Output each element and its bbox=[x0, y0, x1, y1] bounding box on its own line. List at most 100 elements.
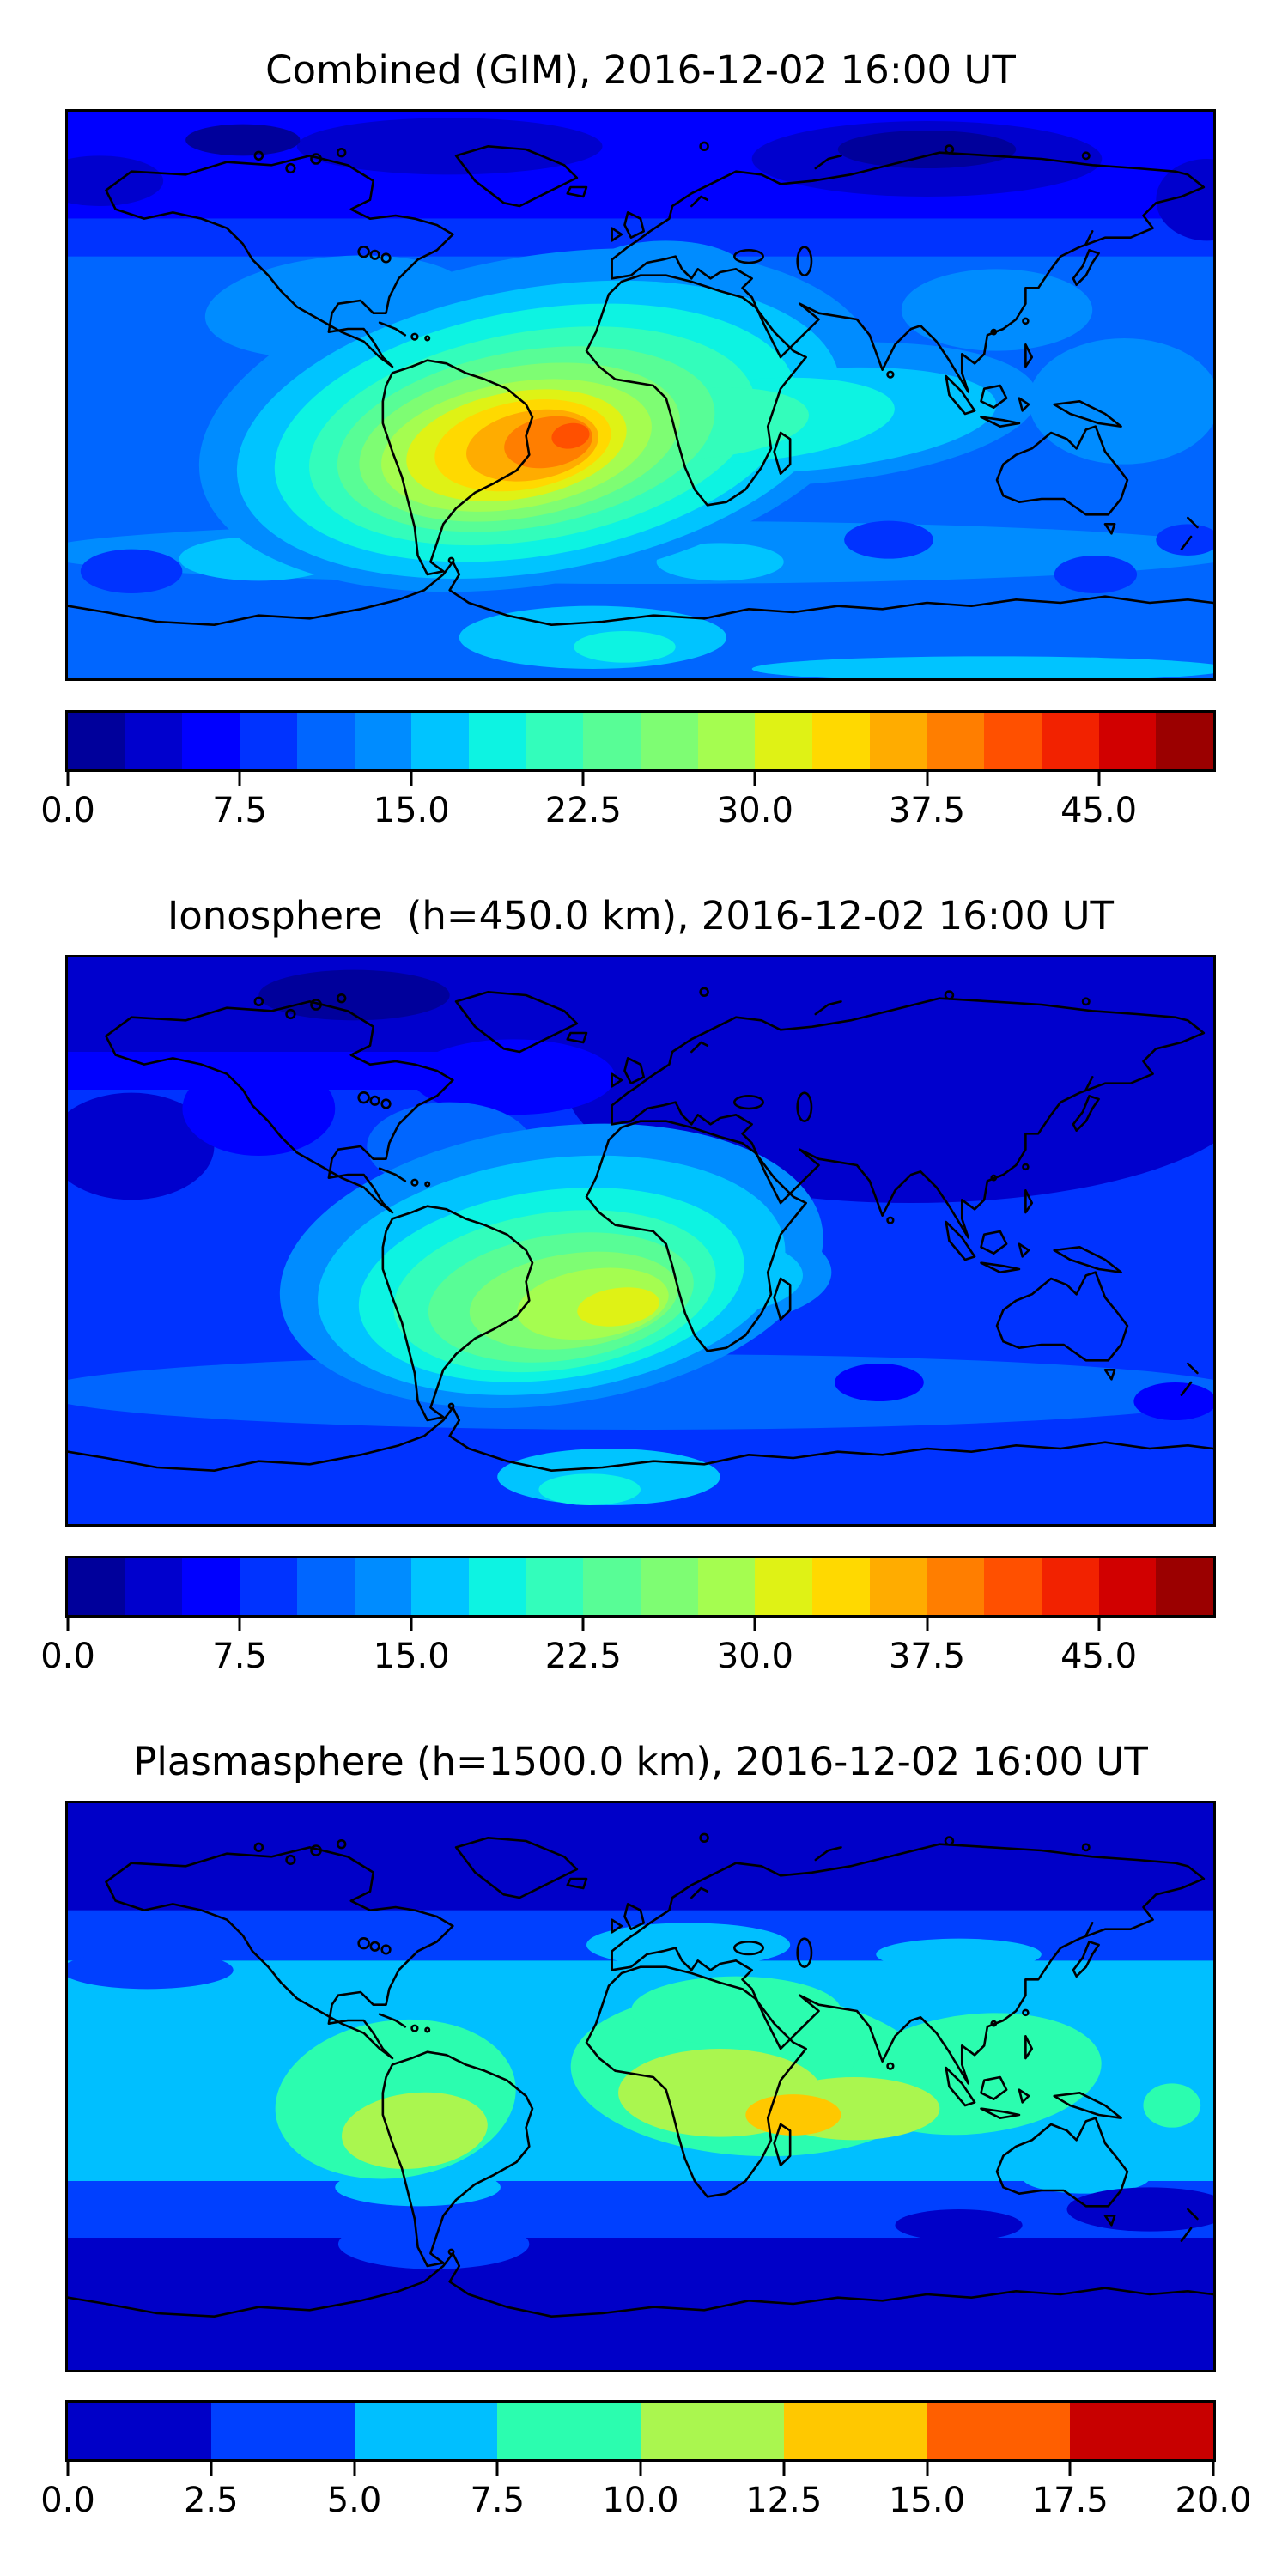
contour-blob bbox=[844, 520, 933, 559]
colorbar-segment bbox=[1156, 1558, 1214, 1615]
colorbar-segment bbox=[182, 713, 240, 769]
colorbar-segment bbox=[641, 713, 698, 769]
colorbar-tick bbox=[495, 2462, 499, 2476]
colorbar-segment bbox=[869, 1558, 927, 1615]
contour-blob bbox=[745, 2094, 841, 2136]
contour-blob bbox=[68, 1951, 234, 1990]
contour-blob bbox=[895, 2209, 1023, 2241]
colorbar-tick-label: 37.5 bbox=[888, 791, 966, 830]
contour-blob bbox=[538, 1473, 641, 1505]
colorbar-segment bbox=[468, 713, 526, 769]
colorbar-tick bbox=[1097, 1618, 1101, 1631]
map-canvas-ionosphere bbox=[68, 957, 1213, 1524]
colorbar-tick-label: 0.0 bbox=[40, 2481, 95, 2520]
colorbar-tick bbox=[353, 2462, 355, 2476]
colorbar-tick bbox=[410, 1618, 413, 1631]
colorbar-tick bbox=[926, 1618, 928, 1631]
colorbar-segment bbox=[697, 713, 756, 769]
colorbar-segment bbox=[1098, 1558, 1157, 1615]
colorbar-tick-label: 7.5 bbox=[470, 2481, 526, 2520]
colorbar-tick bbox=[753, 1618, 756, 1631]
colorbar-segment bbox=[583, 713, 641, 769]
colorbar-segment bbox=[783, 2403, 927, 2459]
colorbar-segment bbox=[755, 1558, 813, 1615]
colorbar-tick bbox=[581, 772, 585, 786]
contour-blob bbox=[574, 631, 676, 663]
colorbar-segment bbox=[526, 713, 584, 769]
colorbar-segment bbox=[641, 2403, 784, 2459]
colorbar-tick bbox=[410, 772, 413, 786]
colorbar-tick bbox=[581, 1618, 585, 1631]
contour-blob bbox=[185, 124, 301, 156]
colorbar-segment bbox=[755, 713, 813, 769]
colorbar-tick bbox=[926, 2462, 928, 2476]
colorbar-tick-label: 0.0 bbox=[40, 791, 95, 830]
colorbar-combined: 0.0 7.5 15.0 22.5 30.0 37.5 45.0 bbox=[40, 710, 1216, 829]
map-combined bbox=[65, 109, 1216, 681]
contour-blob bbox=[1054, 556, 1138, 593]
colorbar-tick-label: 22.5 bbox=[544, 791, 622, 830]
colorbar-segment bbox=[641, 1558, 698, 1615]
panel-title-combined: Combined (GIM), 2016-12-02 16:00 UT bbox=[265, 47, 1016, 93]
contour-blob bbox=[258, 969, 450, 1021]
colorbar-segment bbox=[984, 1558, 1042, 1615]
contour-blob bbox=[68, 155, 164, 206]
colorbar-tick bbox=[639, 2462, 642, 2476]
colorbar-tick bbox=[782, 2462, 786, 2476]
contour-band bbox=[68, 2181, 1213, 2238]
colorbar-segment bbox=[812, 713, 870, 769]
colorbar-tick bbox=[66, 2462, 70, 2476]
colorbar-tick bbox=[1097, 772, 1101, 786]
colorbar-segment bbox=[125, 1558, 183, 1615]
colorbar-tick-label: 30.0 bbox=[716, 791, 793, 830]
colorbar-segment bbox=[869, 713, 927, 769]
contour-blob bbox=[1143, 2083, 1201, 2128]
colorbar-segment bbox=[240, 713, 297, 769]
colorbar-tick bbox=[238, 1618, 241, 1631]
colorbar-segment bbox=[526, 1558, 584, 1615]
colorbar-segment bbox=[1156, 713, 1214, 769]
colorbar-tick-label: 17.5 bbox=[1031, 2481, 1109, 2520]
colorbar-tick-label: 45.0 bbox=[1060, 791, 1138, 830]
colorbar-segment bbox=[354, 1558, 412, 1615]
contour-blob bbox=[1133, 1382, 1213, 1420]
contour-blob bbox=[837, 131, 1017, 168]
contour-blob bbox=[586, 1923, 791, 1967]
contour-blob bbox=[1029, 338, 1213, 465]
colorbar-gradient bbox=[68, 1558, 1214, 1615]
map-plasmasphere bbox=[65, 1801, 1216, 2372]
colorbar-tick bbox=[66, 772, 70, 786]
colorbar-tick bbox=[753, 772, 756, 786]
colorbar-gradient bbox=[68, 713, 1214, 769]
map-canvas-plasmasphere bbox=[68, 1803, 1213, 2370]
colorbar-tick-label: 20.0 bbox=[1175, 2481, 1252, 2520]
contour-blob bbox=[1156, 159, 1213, 241]
colorbar-segment bbox=[1098, 713, 1157, 769]
contour-blob bbox=[656, 543, 784, 581]
colorbar-segment bbox=[468, 1558, 526, 1615]
colorbar-segment bbox=[927, 1558, 985, 1615]
contour-blob bbox=[68, 1092, 215, 1200]
colorbar-tick-label: 45.0 bbox=[1060, 1637, 1138, 1676]
colorbar-segment bbox=[296, 1558, 355, 1615]
colorbar-segment bbox=[927, 2403, 1071, 2459]
colorbar-segment bbox=[182, 1558, 240, 1615]
colorbar-segment bbox=[296, 713, 355, 769]
colorbar-tick-label: 2.5 bbox=[183, 2481, 239, 2520]
colorbar-ionosphere: 0.0 7.5 15.0 22.5 30.0 37.5 45.0 bbox=[40, 1556, 1216, 1675]
colorbar-tick bbox=[926, 772, 928, 786]
contour-blob bbox=[551, 422, 590, 449]
colorbar-segment bbox=[68, 713, 125, 769]
colorbar-segment bbox=[411, 1558, 469, 1615]
panel-title-ionosphere: Ionosphere (h=450.0 km), 2016-12-02 16:0… bbox=[167, 893, 1115, 939]
contour-blob bbox=[835, 1364, 924, 1401]
colorbar-tick bbox=[66, 1618, 70, 1631]
colorbar-segment bbox=[210, 2403, 355, 2459]
colorbar-tick-label: 15.0 bbox=[373, 1637, 450, 1676]
colorbar-segment bbox=[68, 2403, 211, 2459]
colorbar-tick bbox=[1212, 2462, 1215, 2476]
colorbar-plasmasphere: 0.0 2.5 5.0 7.5 10.0 12.5 15.0 17.5 20.0 bbox=[40, 2400, 1252, 2519]
colorbar-tick-label: 37.5 bbox=[888, 1637, 966, 1676]
colorbar-segment bbox=[240, 1558, 297, 1615]
contour-blob bbox=[1066, 2187, 1213, 2232]
